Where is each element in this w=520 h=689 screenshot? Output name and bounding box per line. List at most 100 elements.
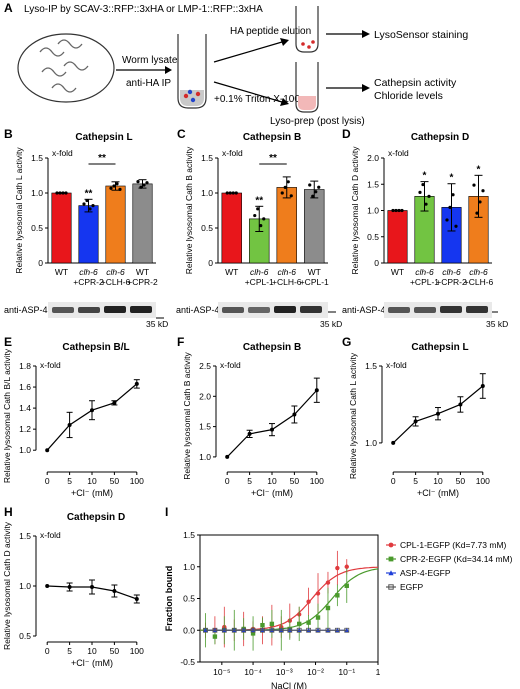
data-point (259, 224, 263, 228)
data-point (283, 185, 287, 189)
label-anti-ha-ip: anti-HA IP (126, 78, 171, 89)
panel-label-i: I (165, 505, 168, 519)
data-point (112, 400, 117, 405)
data-point (67, 422, 72, 427)
data-point (472, 183, 476, 187)
legend-label: CPR-2-EGFP (Kd=34.14 mM) (400, 554, 513, 564)
data-point (139, 185, 143, 189)
blot-label: anti-ASP-4 (176, 305, 220, 315)
ip-tube (177, 34, 207, 109)
bar (276, 187, 297, 264)
data-point (436, 411, 440, 416)
x-tick-label: clh-6 +CLH-6 (101, 267, 131, 287)
x-tick-label-line: clh-6 (106, 267, 125, 277)
arrow-head-icon (165, 66, 172, 74)
chart-e: Cathepsin B/L 1.0 1.2 1.4 1.6 1.8 x-fold Relati… (2, 342, 144, 498)
x-tick-label: 10⁻¹ (338, 667, 355, 677)
data-point (85, 198, 89, 203)
blot-band (130, 306, 152, 313)
data-point (90, 408, 94, 413)
arrow-elution (213, 41, 283, 63)
unit-label: x-fold (52, 148, 73, 158)
y-tick-label: 2.0 (199, 391, 211, 401)
chart-h: Cathepsin D 0.5 1.0 1.5 x-fold Relative lysos… (2, 512, 144, 668)
worm-icon (39, 47, 65, 57)
data-point (314, 190, 318, 194)
data-point (260, 627, 265, 633)
unit-label: x-fold (40, 360, 61, 370)
x-tick-label: 5 (413, 476, 418, 486)
blot-membrane (384, 302, 492, 318)
panel-label-d: D (342, 127, 351, 141)
y-tick-label: 0.5 (183, 594, 195, 604)
x-tick-label-line: WT (308, 267, 321, 277)
data-point (306, 599, 311, 604)
data-point (225, 191, 229, 195)
blot-label: anti-ASP-4 (4, 305, 48, 315)
arrow-head-icon (362, 84, 370, 92)
data-point (421, 182, 425, 187)
panel-label-h: H (4, 505, 13, 519)
data-point (262, 217, 266, 221)
data-point (314, 388, 319, 393)
x-tick-label-line: +CPL-1 (300, 277, 329, 287)
lysoprep-tube (295, 62, 319, 113)
blot-band (222, 307, 244, 313)
data-point (335, 593, 340, 598)
lysosome-dot (311, 40, 315, 44)
data-point (424, 202, 428, 206)
blot-band (78, 307, 100, 313)
x-tick-label: 10⁻³ (276, 667, 293, 677)
series-egfp (203, 627, 350, 633)
chart-title: Cathepsin L (75, 132, 132, 143)
x-tick-label: 10 (87, 646, 97, 656)
data-point (253, 213, 257, 218)
blot-band (52, 307, 74, 313)
data-point (256, 207, 260, 211)
x-tick-label-line: clh-6 (442, 267, 461, 277)
data-point (61, 191, 65, 195)
x-tick-label-line: +CPR-2 (127, 277, 158, 287)
data-point (418, 190, 422, 195)
y-tick-label: 1.5 (201, 153, 213, 163)
y-axis-label: Relative lysosomal Cath B activity (184, 146, 194, 274)
blot-marker: 35 kD (486, 319, 508, 329)
x-tick-label: 10⁻² (307, 667, 324, 677)
data-point (315, 627, 321, 633)
y-tick-label: 1.2 (19, 424, 31, 434)
x-tick-label: 10 (433, 476, 443, 486)
arrow-triton (213, 81, 283, 103)
unit-label: x-fold (222, 148, 243, 158)
legend-marker (388, 584, 394, 590)
data-point (394, 208, 398, 213)
western-blot-b: anti-ASP-4 35 kD (4, 302, 168, 329)
bar (78, 205, 99, 264)
x-tick-label: 0 (225, 476, 230, 486)
label-ha-elution: HA peptide elution (230, 26, 311, 37)
blot-band (248, 307, 270, 313)
x-tick-label-line: clh-6 (415, 267, 434, 277)
label-cathepsin-activity: Cathepsin activity (374, 77, 457, 89)
x-axis-label: +Cl⁻ (mM) (71, 658, 113, 668)
x-axis-label: +Cl⁻ (mM) (417, 488, 459, 498)
blot-band (414, 307, 436, 313)
panel-a-schematic: A Lyso-IP by SCAV-3::RFP::3xHA or LMP-1:… (4, 1, 468, 127)
data-point (335, 565, 340, 571)
data-point (228, 191, 232, 195)
data-point (115, 182, 119, 186)
x-tick-label-line: +CPL-1 (410, 277, 439, 287)
label-triton: +0.1% Triton X-100 (214, 94, 300, 105)
lysosome-dot (187, 89, 193, 95)
data-point (448, 205, 452, 209)
unit-label: x-fold (40, 530, 61, 540)
data-point (325, 580, 331, 585)
x-tick-label-line: +CLH-6 (101, 277, 131, 287)
data-point (478, 200, 482, 204)
x-tick-label: 100 (476, 476, 490, 486)
significance-mark: ** (98, 153, 106, 164)
y-axis-label: Fraction bound (164, 566, 174, 632)
y-tick-label: 1.6 (19, 382, 31, 392)
data-point (325, 605, 331, 611)
x-tick-label: WT +CPL-1 (300, 267, 329, 287)
significance-mark: * (423, 171, 427, 182)
